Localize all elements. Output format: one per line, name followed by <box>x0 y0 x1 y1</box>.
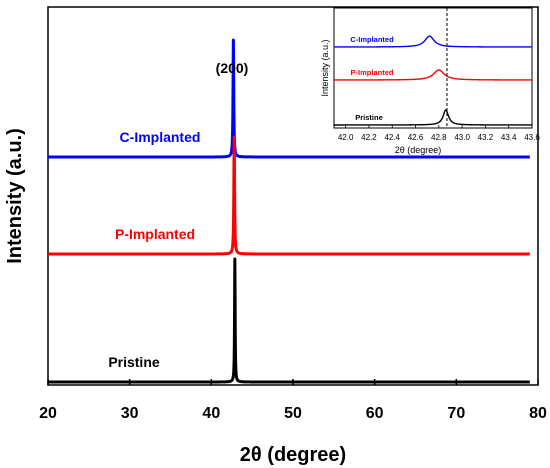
main-x-tick-label-70: 70 <box>447 405 465 422</box>
peak-annotation-200: (200) <box>216 60 249 76</box>
main-y-axis-title: Intensity (a.u.) <box>4 128 26 264</box>
inset-x-axis-title: 2θ (degree) <box>395 145 442 155</box>
inset-x-tick-label-42.4: 42.4 <box>384 133 400 142</box>
main-series <box>46 38 532 384</box>
inset-plot-frame <box>333 7 533 129</box>
main-x-tick-label-60: 60 <box>366 405 384 422</box>
inset-series <box>334 35 532 126</box>
inset-x-tick-label-43.6: 43.6 <box>524 133 540 142</box>
inset-series-pristine <box>334 108 532 126</box>
main-x-tick-label-50: 50 <box>284 405 302 422</box>
main-x-tick-label-20: 20 <box>39 405 57 422</box>
inset-x-tick-label-43.0: 43.0 <box>454 133 470 142</box>
inset-x-tick-label-43.4: 43.4 <box>501 133 517 142</box>
main-series-labels: C-Implanted P-Implanted Pristine <box>108 129 200 370</box>
inset-x-tick-label-42.0: 42.0 <box>338 133 354 142</box>
main-series-p-implanted <box>46 135 532 256</box>
inset-series-p-implanted <box>334 69 532 81</box>
main-series-pristine <box>46 257 532 384</box>
inset-series-label-pristine: Pristine <box>355 113 383 122</box>
main-series-label-pristine: Pristine <box>108 354 160 370</box>
main-series-label-c-implanted: C-Implanted <box>120 129 201 145</box>
inset-x-ticks: 42.0 42.2 42.4 42.6 42.8 43.0 43.2 43.4 43.6 <box>338 125 540 142</box>
main-plot: 20 30 40 50 60 70 80 C-Implanted P-Implanted Pri… <box>4 6 547 466</box>
inset-x-tick-label-42.8: 42.8 <box>431 133 447 142</box>
inset-series-label-p-implanted: P-Implanted <box>351 68 394 77</box>
main-series-c-implanted <box>46 38 532 159</box>
inset-x-tick-label-42.2: 42.2 <box>361 133 377 142</box>
inset-series-labels: C-Implanted P-Implanted Pristine <box>350 35 394 122</box>
inset-plot: 42.0 42.2 42.4 42.6 42.8 43.0 43.2 43.4 43.6 C-I… <box>320 7 540 155</box>
main-x-axis-title: 2θ (degree) <box>240 444 346 466</box>
inset-x-tick-label-43.2: 43.2 <box>478 133 494 142</box>
main-x-tick-label-80: 80 <box>529 405 547 422</box>
main-x-tick-label-30: 30 <box>121 405 139 422</box>
inset-series-label-c-implanted: C-Implanted <box>350 35 394 44</box>
inset-x-tick-label-42.6: 42.6 <box>408 133 424 142</box>
inset-y-axis-title: Intensity (a.u.) <box>320 39 330 96</box>
main-series-label-p-implanted: P-Implanted <box>115 226 195 242</box>
inset-series-c-implanted <box>334 35 532 48</box>
main-x-tick-label-40: 40 <box>202 405 220 422</box>
